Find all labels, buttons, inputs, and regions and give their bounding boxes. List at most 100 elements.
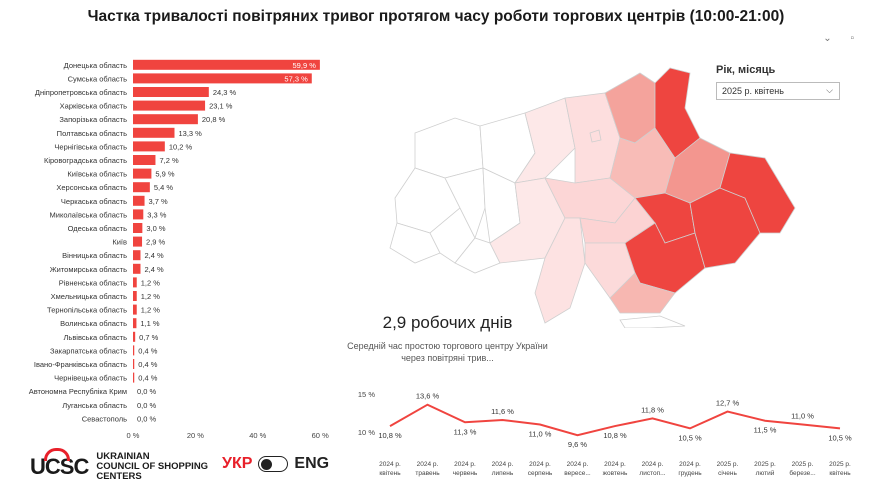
bar[interactable] — [133, 195, 145, 206]
bar-value-label: 7,2 % — [159, 156, 179, 165]
x-category-label: 2024 р. вересе... — [564, 461, 591, 477]
bar[interactable] — [133, 331, 136, 342]
bar-category-label: Одеська область — [68, 224, 127, 233]
language-toggle[interactable] — [258, 456, 289, 472]
bar-category-label: Харківська область — [60, 102, 127, 111]
bar-category-label: Київ — [112, 238, 127, 247]
bar-category-label: Миколаївська область — [50, 210, 128, 219]
bar[interactable] — [133, 359, 135, 369]
ucsc-logo-mark: UCSC — [30, 448, 89, 480]
dashboard-title: Частка тривалості повітряних тривог прот… — [87, 8, 785, 25]
bar[interactable] — [133, 304, 137, 315]
line-point-label: 10,8 % — [378, 431, 402, 440]
line-point-label: 11,5 % — [754, 426, 777, 435]
bar-value-label: 0,4 % — [138, 346, 158, 355]
bar-category-label: Чернівецька область — [54, 374, 127, 383]
line-point-label: 10,5 % — [678, 433, 702, 442]
line-point-label: 10,5 % — [828, 433, 852, 442]
line-point-label: 11,0 % — [529, 430, 552, 439]
bar[interactable] — [133, 277, 137, 288]
bar[interactable] — [133, 87, 209, 97]
bar[interactable] — [133, 236, 143, 247]
x-category-label: 2024 р. травень — [415, 461, 440, 477]
bar-value-label: 3,0 % — [146, 224, 166, 233]
x-tick-label: 0 % — [127, 431, 140, 440]
bar-value-label: 1,2 % — [141, 292, 161, 301]
language-ukr[interactable]: УКР — [222, 455, 253, 472]
bar[interactable] — [133, 209, 144, 220]
x-category-label: 2025 р. лютий — [754, 461, 776, 477]
bar[interactable] — [133, 263, 141, 274]
downtime-kpi-subtitle: Середній час простою торгового центру Ук… — [347, 341, 548, 363]
bar-category-label: Донецька область — [64, 61, 127, 70]
bar[interactable] — [133, 59, 320, 70]
bar[interactable] — [133, 223, 143, 233]
map-region-kyiv-city[interactable] — [589, 129, 602, 143]
period-dropdown[interactable]: 2025 р. квітень ⌵ — [716, 82, 840, 100]
bar-category-label: Дніпропетровська область — [35, 88, 127, 97]
x-category-label: 2025 р. січень — [717, 461, 739, 477]
map-region-odesa[interactable] — [534, 217, 586, 324]
bar-category-label: Житомирська область — [50, 265, 127, 274]
bar[interactable] — [133, 291, 137, 301]
line-point-label: 11,3 % — [454, 427, 477, 436]
bar-category-label: Черкаська область — [61, 197, 127, 206]
bar[interactable] — [133, 318, 137, 329]
visual-header-icons[interactable]: ⌄ ▫ — [823, 33, 862, 44]
line-point-label: 11,0 % — [791, 412, 814, 421]
map-region-luhansk[interactable] — [719, 152, 796, 234]
bar-value-label: 0,0 % — [137, 414, 157, 423]
x-category-label: 2024 р. червень — [453, 461, 478, 477]
bar-value-label: 3,7 % — [149, 197, 169, 206]
bar-category-label: Чернігівська область — [54, 142, 127, 151]
bar[interactable] — [133, 182, 150, 193]
map-region-crimea[interactable] — [619, 315, 686, 328]
ucsc-logo[interactable]: UCSC UKRAINIAN COUNCIL OF SHOPPING CENTERS — [30, 448, 208, 482]
line-series[interactable] — [389, 403, 841, 437]
bar-value-label: 10,2 % — [169, 142, 193, 151]
bar[interactable] — [133, 345, 135, 356]
bar[interactable] — [133, 250, 141, 261]
bar-value-label: 24,3 % — [213, 88, 237, 97]
language-switcher: УКР ENG — [222, 455, 329, 473]
bar-category-label: Сумська область — [68, 74, 127, 83]
bar[interactable] — [133, 100, 206, 111]
map-region-ternopil[interactable] — [444, 167, 486, 240]
x-category-label: 2025 р. квітень — [829, 461, 851, 477]
y-tick-label: 15 % — [358, 390, 375, 399]
map-region-sumy[interactable] — [654, 67, 701, 159]
bar[interactable] — [133, 168, 152, 179]
bar[interactable] — [133, 127, 175, 138]
bar-category-label: Полтавська область — [57, 129, 127, 138]
bar-category-label: Івано-Франківська область — [34, 360, 127, 369]
bar[interactable] — [133, 114, 198, 125]
bar[interactable] — [133, 155, 156, 165]
bar-value-label: 0,0 % — [137, 387, 157, 396]
line-point-label: 11,8 % — [641, 405, 664, 414]
y-tick-label: 10 % — [358, 428, 375, 437]
bar-value-label: 0,4 % — [138, 360, 158, 369]
map-region-kherson[interactable] — [609, 272, 676, 314]
bar-category-label: Закарпатська область — [50, 346, 127, 355]
bar-category-label: Запорізька область — [59, 115, 127, 124]
bar-category-label: Херсонська область — [56, 183, 127, 192]
map-region-zakarpattia[interactable] — [389, 222, 441, 264]
line-point-label: 10,8 % — [603, 431, 627, 440]
line-point-label: 9,6 % — [568, 440, 588, 449]
bar-value-label: 5,4 % — [154, 183, 174, 192]
bar-value-label: 59,9 % — [293, 61, 317, 70]
bar[interactable] — [133, 73, 312, 84]
bar-category-label: Вінницька область — [62, 251, 127, 260]
bar-value-label: 20,8 % — [202, 115, 226, 124]
x-tick-label: 60 % — [312, 431, 329, 440]
bar-value-label: 0,7 % — [139, 333, 159, 342]
period-filter: Рік, місяць 2025 р. квітень ⌵ — [716, 64, 840, 100]
x-tick-label: 20 % — [187, 431, 204, 440]
bar[interactable] — [133, 372, 135, 383]
language-eng[interactable]: ENG — [294, 455, 330, 472]
map-region-volyn[interactable] — [414, 117, 484, 179]
bar-category-label: Рівненська область — [59, 278, 127, 287]
bar[interactable] — [133, 141, 165, 152]
ukraine-map[interactable] — [385, 58, 805, 328]
